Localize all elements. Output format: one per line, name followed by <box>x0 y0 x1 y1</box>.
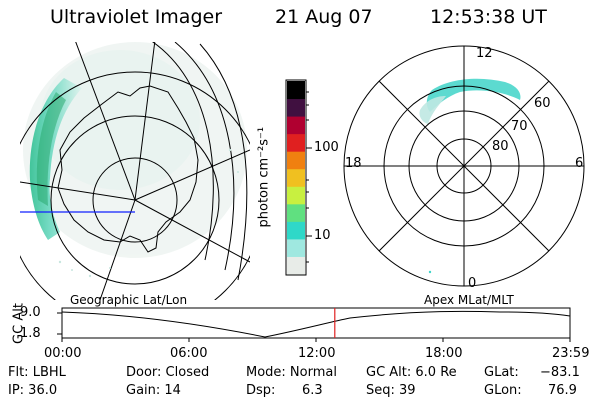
lat-label-70: 70 <box>511 119 528 134</box>
status-glon-value: 76.9 <box>548 383 577 398</box>
colorbar-unit-label: photon cm⁻²s⁻¹ <box>256 126 272 228</box>
emission-haze <box>23 42 247 258</box>
colorbar <box>285 79 312 276</box>
status-dsp-label: Dsp: <box>246 383 276 398</box>
status-door: Door: Closed <box>126 365 210 380</box>
date-text: 21 Aug 07 <box>275 6 373 28</box>
colorbar-tick-100: 100 <box>314 140 339 155</box>
timeline-y-tick-min: 1.8 <box>20 326 41 341</box>
status-gain: Gain: 14 <box>126 383 181 398</box>
mlt-label-18: 18 <box>345 156 362 171</box>
status-dsp-value: 6.3 <box>302 383 323 398</box>
colorbar-segment <box>287 221 305 240</box>
timeline-y-tick-max: 9.0 <box>20 305 41 320</box>
timeline-x-tick-3: 18:00 <box>425 346 463 361</box>
polar-plot <box>343 45 585 287</box>
colorbar-segment <box>287 186 305 205</box>
timeline-x-tick-0: 00:00 <box>44 346 82 361</box>
colorbar-segment <box>287 203 305 222</box>
noise-dots <box>58 148 239 278</box>
geographic-map <box>20 42 250 300</box>
status-glat-label: GLat: <box>484 365 519 380</box>
timeline-x-tick-4: 23:59 <box>552 346 590 361</box>
timeline-x-tick-1: 06:00 <box>170 346 208 361</box>
mlt-label-0: 0 <box>468 276 477 291</box>
lat-label-60: 60 <box>534 96 551 111</box>
mlt-label-12: 12 <box>476 46 493 61</box>
colorbar-segment <box>287 81 305 100</box>
instrument-title: Ultraviolet Imager <box>50 6 223 28</box>
status-ip: IP: 36.0 <box>8 383 58 398</box>
altitude-curve <box>61 310 571 338</box>
timeline-x-tick-2: 12:00 <box>298 346 336 361</box>
geo-map-caption: Geographic Lat/Lon <box>70 293 188 307</box>
colorbar-segment <box>287 133 305 152</box>
status-filter: Flt: LBHL <box>8 365 66 380</box>
auroral-core <box>36 92 66 206</box>
colorbar-segment <box>287 256 305 275</box>
colorbar-segment <box>287 98 305 117</box>
status-glat-value: −83.1 <box>540 365 580 380</box>
continent-outline <box>57 85 199 253</box>
status-mode: Mode: Normal <box>246 365 337 380</box>
altitude-timeline <box>57 307 571 342</box>
colorbar-segment <box>287 116 305 135</box>
colorbar-tick-10: 10 <box>314 228 331 243</box>
lat-label-80: 80 <box>492 139 509 154</box>
colorbar-segment <box>287 151 305 170</box>
mlt-label-6: 6 <box>575 156 584 171</box>
status-gc-alt: GC Alt: 6.0 Re <box>366 365 457 380</box>
status-seq: Seq: 39 <box>366 383 416 398</box>
status-glon-label: GLon: <box>484 383 522 398</box>
colorbar-segment <box>287 238 305 257</box>
polar-plot-caption: Apex MLat/MLT <box>424 293 514 307</box>
colorbar-segment <box>287 168 305 187</box>
time-text: 12:53:38 UT <box>430 6 547 28</box>
